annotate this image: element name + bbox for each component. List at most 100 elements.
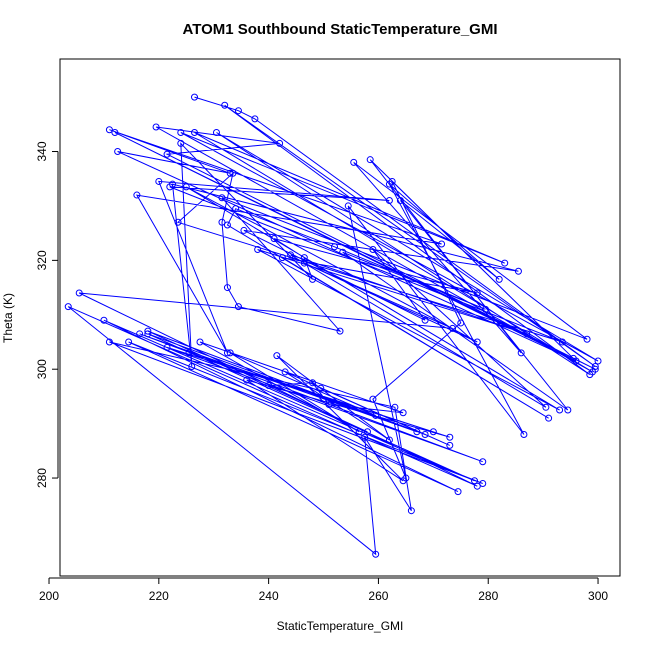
- data-point: [191, 93, 199, 101]
- data-point: [177, 139, 185, 147]
- data-point: [185, 349, 193, 357]
- data-point: [169, 180, 177, 188]
- data-point: [350, 158, 358, 166]
- data-point: [114, 148, 122, 156]
- x-tick-label: 280: [478, 589, 498, 603]
- data-point: [331, 243, 339, 251]
- data-point: [105, 126, 113, 134]
- data-point: [591, 362, 599, 370]
- x-tick-label: 260: [368, 589, 388, 603]
- data-point: [336, 327, 344, 335]
- data-point: [594, 357, 602, 365]
- data-point: [542, 403, 550, 411]
- data-point: [479, 458, 487, 466]
- data-point: [300, 254, 308, 262]
- data-point: [396, 196, 404, 204]
- data-point: [481, 305, 489, 313]
- data-point: [223, 284, 231, 292]
- data-point: [495, 275, 503, 283]
- data-point: [125, 338, 133, 346]
- data-point: [473, 289, 481, 297]
- data-point: [100, 316, 108, 324]
- y-tick-label: 280: [35, 468, 49, 488]
- y-tick-label: 300: [35, 359, 49, 379]
- x-tick-label: 220: [149, 589, 169, 603]
- data-point: [309, 275, 317, 283]
- series-layer: [64, 93, 602, 558]
- data-point: [325, 401, 333, 409]
- data-point: [243, 376, 251, 384]
- data-point: [355, 428, 363, 436]
- data-point: [471, 477, 479, 485]
- data-point: [309, 379, 317, 387]
- data-point: [232, 205, 240, 213]
- data-point: [421, 431, 429, 439]
- data-point: [385, 180, 393, 188]
- data-point: [501, 259, 509, 267]
- data-point: [366, 156, 374, 164]
- data-point: [270, 235, 278, 243]
- data-point: [569, 354, 577, 362]
- x-tick-label: 200: [39, 589, 59, 603]
- data-point: [191, 128, 199, 136]
- data-point: [514, 267, 522, 275]
- data-point: [339, 248, 347, 256]
- data-point: [273, 352, 281, 360]
- data-point: [558, 338, 566, 346]
- data-point: [473, 482, 481, 490]
- x-tick-label: 240: [259, 589, 279, 603]
- data-point: [438, 240, 446, 248]
- data-point: [254, 245, 262, 253]
- y-axis: 280 300 320 340: [35, 141, 59, 488]
- data-point: [177, 128, 185, 136]
- data-point: [399, 409, 407, 417]
- data-point: [583, 335, 591, 343]
- data-point: [479, 479, 487, 487]
- x-axis: 200 220 240 260 280 300: [39, 577, 608, 603]
- data-point: [163, 343, 171, 351]
- data-point: [391, 403, 399, 411]
- data-point: [136, 330, 144, 338]
- data-point: [218, 194, 226, 202]
- data-point: [234, 303, 242, 311]
- data-point: [265, 382, 273, 390]
- data-point: [229, 169, 237, 177]
- data-point: [276, 139, 284, 147]
- data-point: [182, 183, 190, 191]
- data-point: [454, 488, 462, 496]
- data-point: [556, 406, 564, 414]
- plot-area-frame: [59, 58, 621, 577]
- y-tick-label: 320: [35, 250, 49, 270]
- data-point: [300, 259, 308, 267]
- data-point: [473, 338, 481, 346]
- data-point: [372, 550, 380, 558]
- series-line: [67, 96, 599, 556]
- data-point: [144, 327, 152, 335]
- data-point: [369, 395, 377, 403]
- data-point: [218, 218, 226, 226]
- data-point: [317, 384, 325, 392]
- data-point: [421, 316, 429, 324]
- y-tick-label: 340: [35, 141, 49, 161]
- data-point: [399, 477, 407, 485]
- data-point: [385, 196, 393, 204]
- data-point: [226, 169, 234, 177]
- data-point: [385, 436, 393, 444]
- data-point: [523, 330, 531, 338]
- data-point: [223, 349, 231, 357]
- data-point: [212, 128, 220, 136]
- data-point: [163, 150, 171, 158]
- data-point: [372, 411, 380, 419]
- data-point: [591, 365, 599, 373]
- data-point: [221, 101, 229, 109]
- data-point: [196, 338, 204, 346]
- chart-title: ATOM1 Southbound StaticTemperature_GMI: [182, 21, 497, 38]
- data-point: [413, 428, 421, 436]
- x-axis-label: StaticTemperature_GMI: [277, 619, 404, 633]
- data-point: [545, 414, 553, 422]
- data-point: [234, 107, 242, 115]
- data-point: [446, 441, 454, 449]
- data-point: [75, 289, 83, 297]
- data-point: [152, 123, 160, 131]
